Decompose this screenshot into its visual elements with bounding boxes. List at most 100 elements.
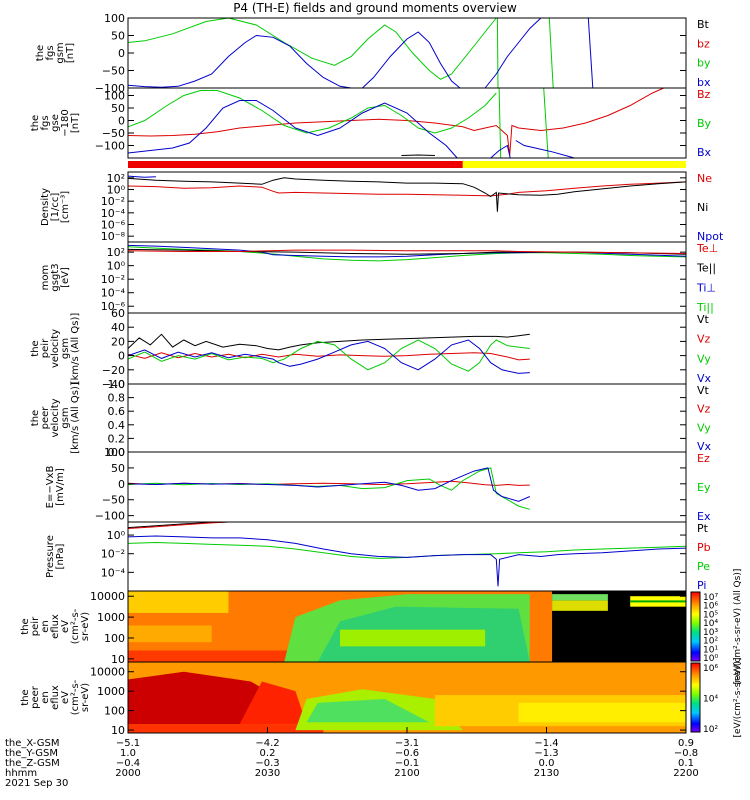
xrow-value-3-1: 2030 bbox=[255, 768, 280, 779]
series-pressure-2 bbox=[127, 541, 687, 559]
series-pressure-1 bbox=[127, 521, 229, 529]
ytick-density-1: 10⁰ bbox=[107, 184, 126, 197]
xrow-value-3-4: 2200 bbox=[673, 768, 698, 779]
ytick-peir-velocity-4: −20 bbox=[102, 364, 125, 377]
ylabel-peer-eflux-6: sr-eV) bbox=[80, 683, 91, 712]
ytick-pressure-2: 10⁻⁴ bbox=[101, 566, 126, 579]
legend-peir-velocity-1: Vz bbox=[697, 333, 711, 346]
series-density-1 bbox=[127, 177, 687, 212]
ylabel-e-field-1: [mV/m] bbox=[55, 468, 66, 506]
ytick-peir-velocity-2: 20 bbox=[111, 335, 125, 348]
ylabel-peer-velocity-4: [km/s (All Qs)] bbox=[70, 382, 81, 454]
heat-bottom-red bbox=[128, 724, 324, 733]
ylabel-peir-velocity-3: gsm bbox=[60, 338, 71, 359]
xrow-value-0-2: −3.1 bbox=[395, 738, 419, 749]
ylabel-temperature-2: [eV] bbox=[60, 267, 71, 288]
ylabel-peer-velocity-1: peer bbox=[40, 406, 51, 430]
cbar-tick-peer-eflux-1: 10⁴ bbox=[703, 695, 718, 705]
ytick-peir-eflux-2: 100 bbox=[104, 632, 125, 645]
series-e-field-2 bbox=[127, 467, 530, 502]
ylabel-peer-velocity-2: velocity bbox=[50, 398, 61, 437]
series-peir-velocity-3 bbox=[127, 339, 530, 374]
ylabel-peir-eflux-5: (cm²-s- bbox=[70, 608, 81, 644]
ylabel-fgs-gse-3: −180 bbox=[60, 109, 71, 136]
ylabel-peer-eflux-1: peer bbox=[30, 685, 41, 709]
cbar-label-peir-eflux: [eV/(cm²-s-sr-eV) (All Qs)] bbox=[733, 569, 743, 685]
ytick-fgs-gsm-3: −50 bbox=[102, 65, 125, 78]
ylabel-peir-velocity-2: velocity bbox=[50, 329, 61, 368]
ytick-peer-eflux-0: 10000 bbox=[90, 666, 125, 679]
ytick-density-4: 10⁻⁶ bbox=[101, 219, 126, 232]
ytick-pressure-0: 10⁰ bbox=[107, 529, 126, 542]
ytick-peir-eflux-1: 1000 bbox=[97, 611, 125, 624]
ylabel-fgs-gsm-3: [nT] bbox=[65, 43, 76, 63]
xrow-value-3-2: 2100 bbox=[394, 768, 419, 779]
heatmap-peir-eflux bbox=[128, 591, 686, 662]
legend-temperature-3: Ti|| bbox=[696, 301, 714, 314]
heat-green-core bbox=[306, 698, 430, 723]
ylabel-density-0: Density bbox=[40, 188, 51, 226]
xrow-value-1-2: −0.6 bbox=[395, 748, 419, 759]
xrow-value-1-0: 1.0 bbox=[120, 748, 136, 759]
page-title: P4 (TH-E) fields and ground moments over… bbox=[233, 1, 517, 15]
ylabel-fgs-gse-2: gse bbox=[50, 114, 61, 132]
ylabel-peir-velocity-4: [km/s (All Qs)] bbox=[70, 313, 81, 385]
ylabel-peer-velocity-0: the bbox=[30, 410, 41, 426]
ytick-peer-velocity-2: 0.6 bbox=[108, 405, 126, 418]
frame-fgs-gse bbox=[127, 87, 687, 159]
ylabel-peir-eflux-3: eflux bbox=[50, 614, 61, 639]
cbar-tick-peir-eflux-1: 10⁶ bbox=[703, 602, 718, 612]
heat-yellow-core bbox=[518, 702, 686, 723]
legend-peer-velocity-1: Vz bbox=[697, 403, 711, 416]
legend-e-field-0: Ez bbox=[697, 452, 710, 465]
heat-red bbox=[239, 681, 307, 725]
xrow-label-0: the_X-GSM bbox=[5, 738, 59, 749]
ylabel-peir-eflux-6: sr-eV) bbox=[80, 612, 91, 641]
ytick-e-field-3: −50 bbox=[102, 494, 125, 507]
legend-density-2: Npot bbox=[697, 230, 724, 243]
series-fgs-gsm-6 bbox=[587, 17, 594, 89]
xrow-value-3-3: 2130 bbox=[534, 768, 559, 779]
ytick-density-2: 10⁻² bbox=[101, 195, 125, 208]
ylabel-fgs-gsm-0: the bbox=[35, 45, 46, 61]
date-label: 2021 Sep 30 bbox=[5, 778, 68, 789]
legend-fgs-gsm-3: bx bbox=[697, 76, 711, 89]
ytick-peer-velocity-5: 0.0 bbox=[108, 446, 126, 459]
series-fgs-gse-6 bbox=[515, 140, 575, 159]
ytick-fgs-gsm-1: 50 bbox=[111, 30, 125, 43]
cbar-tick-peer-eflux-0: 10⁶ bbox=[703, 664, 718, 674]
ytick-peer-velocity-0: 1.0 bbox=[108, 378, 126, 391]
frame-fgs-gsm bbox=[127, 17, 687, 89]
ylabel-pressure-0: Pressure bbox=[45, 535, 56, 578]
xrow-value-1-3: −1.3 bbox=[534, 748, 558, 759]
heat-mid-left bbox=[128, 625, 212, 643]
xrow-label-3: hhmm bbox=[5, 768, 37, 779]
heat-darkred bbox=[128, 671, 285, 725]
panel-peer-velocity: 1.00.80.60.40.20.0 the peer velocity gsm [km/… bbox=[30, 378, 712, 459]
series-fgs-gsm-2 bbox=[548, 17, 554, 89]
ytick-pressure-1: 10⁻² bbox=[101, 548, 125, 561]
ytick-density-5: 10⁻⁸ bbox=[101, 230, 126, 243]
ylabel-peir-eflux-4: eV bbox=[60, 620, 71, 633]
legend-peer-velocity-3: Vx bbox=[697, 440, 712, 453]
ytick-fgs-gse-0: 100 bbox=[104, 90, 125, 103]
legend-e-field-2: Ex bbox=[697, 510, 711, 523]
heat-right-green bbox=[552, 594, 608, 601]
ytick-fgs-gsm-2: 0 bbox=[118, 47, 125, 60]
legend-pressure-0: Pt bbox=[697, 522, 709, 535]
series-fgs-gse-7 bbox=[401, 154, 435, 156]
series-fgs-gse-3 bbox=[543, 87, 549, 159]
ytick-fgs-gsm-4: −100 bbox=[95, 82, 125, 95]
ytick-e-field-2: 0 bbox=[118, 478, 125, 491]
series-fgs-gsm-5 bbox=[484, 17, 542, 89]
ytick-fgs-gse-4: −100 bbox=[95, 140, 125, 153]
legend-fgs-gsm-1: bz bbox=[697, 37, 710, 50]
frame-density bbox=[127, 171, 687, 243]
heat-yellow-green bbox=[340, 629, 486, 647]
ylabel-fgs-gse-0: the bbox=[30, 115, 41, 131]
cbar-tick-peir-eflux-0: 10⁷ bbox=[703, 593, 718, 603]
series-fgs-gsm-3 bbox=[127, 34, 352, 89]
